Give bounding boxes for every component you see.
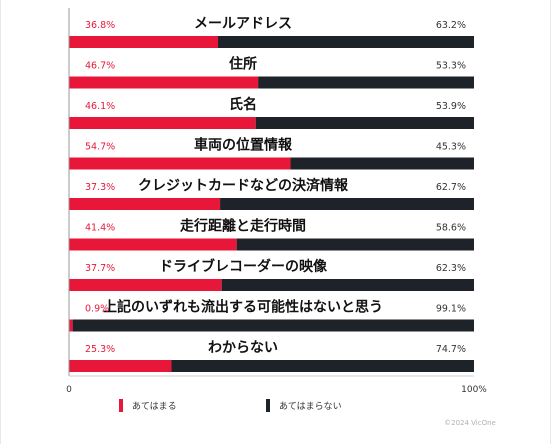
category-label: わからない xyxy=(208,340,278,356)
value-label-series-0: 46.1% xyxy=(85,101,115,112)
bar-series-0 xyxy=(69,279,222,291)
copyright-text: ©2024 VicOne xyxy=(444,419,496,427)
bar-series-0 xyxy=(69,36,219,48)
value-label-series-0: 54.7% xyxy=(85,142,115,153)
bar-series-1 xyxy=(72,319,475,332)
value-label-series-1: 62.7% xyxy=(436,182,466,193)
bar-series-1 xyxy=(255,117,474,129)
value-label-series-0: 36.8% xyxy=(85,20,115,31)
bar-rows: メールアドレス 36.8% 63.2% 住所 46.7% 53.3% 氏名 46.1% 53.9… xyxy=(69,16,475,372)
value-label-series-0: 0.9% xyxy=(85,304,109,315)
value-label-series-1: 99.1% xyxy=(436,304,466,315)
value-label-series-0: 46.7% xyxy=(85,61,115,72)
legend-label-series-0: あてはまる xyxy=(132,401,177,412)
bar-series-0 xyxy=(69,360,172,372)
legend: あてはまる あてはまらない xyxy=(119,399,342,412)
bar-series-1 xyxy=(171,360,474,372)
value-label-series-0: 37.3% xyxy=(85,182,115,193)
value-label-series-0: 25.3% xyxy=(85,344,115,355)
legend-label-series-1: あてはまらない xyxy=(279,401,342,412)
bar-series-0 xyxy=(69,157,291,170)
value-label-series-1: 74.7% xyxy=(436,344,466,355)
value-label-series-1: 58.6% xyxy=(436,223,466,234)
x-tick-label-max: 100% xyxy=(461,385,487,395)
bar-series-0 xyxy=(69,117,256,129)
value-label-series-0: 37.7% xyxy=(85,263,115,274)
bar-series-0 xyxy=(69,319,73,332)
bar-series-1 xyxy=(218,36,474,48)
value-label-series-1: 63.2% xyxy=(436,20,466,31)
category-label: クレジットカードなどの決済情報 xyxy=(138,177,349,194)
x-tick-label-min: 0 xyxy=(66,385,72,395)
bar-series-1 xyxy=(236,238,474,251)
category-label: メールアドレス xyxy=(194,16,292,32)
category-label: 上記のいずれも流出する可能性はないと思う xyxy=(103,299,383,316)
bar-series-1 xyxy=(290,157,474,170)
bar-series-1 xyxy=(258,76,474,89)
bar-series-0 xyxy=(69,198,221,210)
value-label-series-1: 53.9% xyxy=(436,101,466,112)
bar-series-0 xyxy=(69,238,237,251)
value-label-series-1: 45.3% xyxy=(436,142,466,153)
category-label: 走行距離と走行時間 xyxy=(180,218,306,235)
value-label-series-0: 41.4% xyxy=(85,223,115,234)
legend-swatch-series-1 xyxy=(266,399,270,412)
bar-series-1 xyxy=(220,198,474,210)
category-label: 住所 xyxy=(229,56,257,73)
category-label: 氏名 xyxy=(229,96,257,113)
category-label: ドライブレコーダーの映像 xyxy=(159,258,328,275)
category-label: 車両の位置情報 xyxy=(194,137,293,154)
value-label-series-1: 53.3% xyxy=(436,61,466,72)
value-label-series-1: 62.3% xyxy=(436,263,466,274)
bar-series-0 xyxy=(69,76,259,89)
legend-swatch-series-0 xyxy=(119,399,123,412)
bar-series-1 xyxy=(221,279,474,291)
